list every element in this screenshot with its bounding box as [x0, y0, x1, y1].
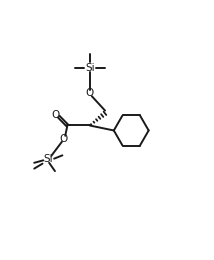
- Text: O: O: [86, 88, 94, 98]
- Text: Si: Si: [85, 63, 95, 73]
- Text: O: O: [59, 134, 67, 144]
- Text: O: O: [52, 110, 60, 120]
- Text: Si: Si: [43, 154, 53, 165]
